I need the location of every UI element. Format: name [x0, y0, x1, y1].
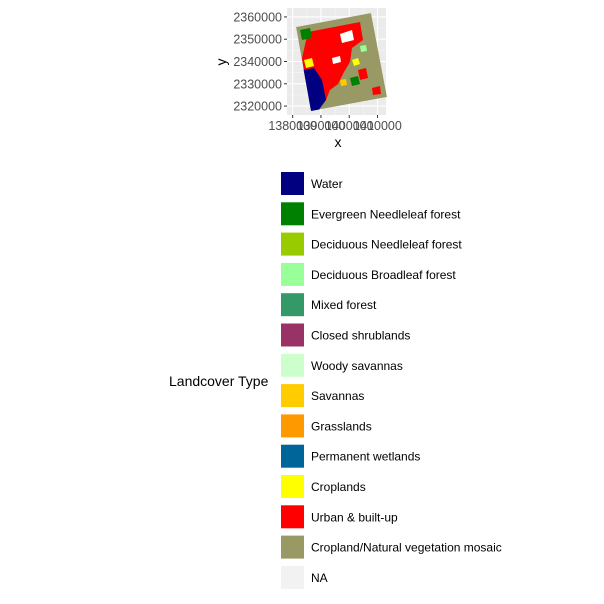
legend-key-swatch	[281, 293, 304, 317]
legend-key-label: Cropland/Natural vegetation mosaic	[311, 541, 502, 555]
legend-key-swatch	[281, 444, 304, 468]
raster-broadleaf	[360, 45, 367, 52]
y-axis-ticks: 2320000 2330000 2340000 2350000 2360000	[233, 10, 287, 114]
legend-key-swatch	[281, 384, 304, 408]
legend-items: Water Evergreen Needleleaf forest Deciduou…	[281, 172, 502, 589]
y-tick-label: 2350000	[233, 33, 282, 47]
y-axis-title: y	[213, 59, 229, 66]
legend-key-swatch	[281, 262, 304, 286]
landcover-raster	[296, 13, 387, 111]
legend-key-swatch	[281, 172, 304, 195]
legend-key-label: Grasslands	[311, 419, 372, 433]
plot-panel: 2320000 2330000 2340000 2350000 2360000 1380…	[213, 8, 402, 150]
legend-key-label: Evergreen Needleleaf forest	[311, 207, 461, 221]
raster-croplands	[304, 58, 314, 68]
legend-key-label: Savannas	[311, 389, 364, 403]
legend-key-label: NA	[311, 571, 328, 585]
legend-key-label: Water	[311, 177, 343, 191]
raster-evergreen	[350, 76, 360, 86]
y-tick-label: 2360000	[233, 10, 282, 24]
legend-key-swatch	[281, 505, 304, 529]
y-tick-label: 2320000	[233, 100, 282, 114]
legend-key-label: Deciduous Broadleaf forest	[311, 268, 456, 282]
raster-savannas	[340, 79, 347, 86]
legend-key-swatch	[281, 414, 304, 438]
legend-key-label: Mixed forest	[311, 298, 377, 312]
legend-title: Landcover Type	[169, 373, 269, 389]
raster-clouds	[340, 30, 354, 43]
raster-clouds	[332, 56, 341, 64]
raster-urban-patch	[358, 68, 368, 80]
x-tick-label: 1390000	[297, 119, 346, 133]
legend-key-label: Woody savannas	[311, 359, 403, 373]
x-tick-label: 1410000	[353, 119, 402, 133]
legend-key-label: Closed shrublands	[311, 329, 410, 343]
legend-key-label: Deciduous Needleleaf forest	[311, 238, 462, 252]
legend-key-swatch	[281, 202, 304, 226]
legend-key-swatch	[281, 475, 304, 498]
legend-key-swatch	[281, 535, 304, 559]
legend-key-label: Permanent wetlands	[311, 450, 420, 464]
y-tick-label: 2330000	[233, 77, 282, 91]
legend-key-swatch	[281, 565, 304, 589]
legend-key-swatch	[281, 323, 304, 347]
x-tick-label: 1380000	[268, 119, 317, 133]
x-axis-title: x	[335, 134, 342, 150]
x-tick-label: 1400000	[325, 119, 374, 133]
legend: Landcover Type Water Evergreen Needleleaf…	[169, 172, 502, 589]
y-tick-label: 2340000	[233, 55, 282, 69]
legend-key-label: Urban & built-up	[311, 510, 398, 524]
legend-key-swatch	[281, 232, 304, 256]
raster-evergreen	[300, 28, 312, 40]
legend-key-label: Croplands	[311, 480, 366, 494]
raster-croplands	[352, 58, 360, 66]
raster-urban-patch	[372, 86, 381, 95]
legend-key-swatch	[281, 353, 304, 377]
